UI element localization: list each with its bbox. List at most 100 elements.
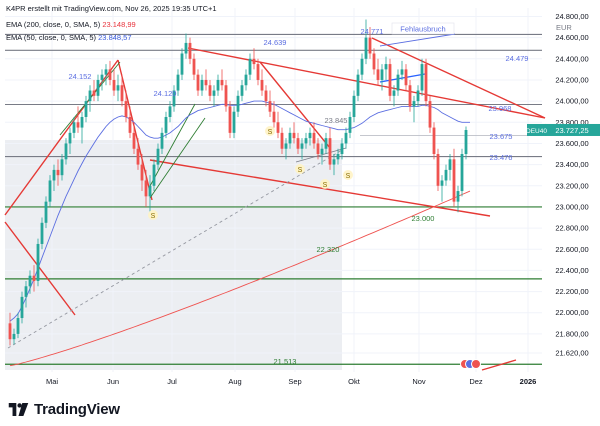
candle-body (248, 58, 252, 75)
candle-body (392, 90, 396, 96)
candle-body (336, 154, 340, 160)
y-tick-label: 22.400,00 (555, 266, 588, 275)
candle-body (48, 180, 52, 202)
candle-body (204, 79, 208, 86)
candle-body (320, 148, 324, 155)
candle-body (316, 143, 320, 155)
candle-body (224, 85, 228, 107)
candle-body (396, 74, 400, 91)
candle-body (404, 69, 408, 86)
y-tick-label: 21.800,00 (555, 329, 588, 338)
candle-body (360, 58, 364, 75)
candle-body (272, 111, 276, 123)
candle-body (116, 85, 120, 91)
y-axis[interactable]: EUR 24.800,00 24.600,00 24.400,00 24.200,00 2… (526, 12, 600, 357)
channel-line (149, 117, 206, 199)
candle-body (220, 79, 224, 86)
tradingview-brand[interactable]: TradingView (8, 399, 120, 419)
candle-body (56, 169, 60, 176)
candle-body (68, 132, 72, 144)
shaded-range (5, 140, 342, 370)
y-tick-label: 24.600,00 (555, 33, 588, 42)
candle-body (100, 74, 104, 80)
symbol-tag: DEU40 (526, 128, 547, 135)
s-marker: S (323, 182, 328, 189)
x-tick-label: Jun (107, 377, 119, 386)
candle-body (412, 101, 416, 107)
candle-body (444, 169, 448, 181)
candle-body (60, 159, 64, 176)
candle-body (148, 185, 152, 197)
horizontal-levels (5, 33, 542, 365)
y-tick-label: 24.000,00 (555, 97, 588, 106)
candle-body (364, 37, 368, 59)
author-text: K4PR erstellt mit TradingView.com, Nov 2… (6, 4, 217, 13)
brand-name: TradingView (34, 400, 120, 418)
candle-body (324, 138, 328, 149)
ema200-legend[interactable]: EMA (200, close, 0, SMA, 5) 23.148,99 (6, 20, 136, 29)
candle-body (280, 132, 284, 149)
trendline (481, 359, 517, 371)
candle-body (296, 138, 300, 149)
trendline (4, 221, 76, 316)
candle-body (244, 74, 248, 86)
level-label-0: 24.771 (361, 27, 384, 36)
candle-body (252, 58, 256, 65)
y-tick-label: 22.200,00 (555, 287, 588, 296)
candle-body (168, 106, 172, 117)
s-marker-bg (320, 179, 330, 189)
ema50-legend[interactable]: EMA (50, close, 0, SMA, 5) 23.848,57 (6, 33, 132, 42)
candle-body (132, 132, 136, 149)
candle-body (464, 130, 468, 155)
candle-body (20, 296, 24, 319)
y-tick-label: 23.000,00 (555, 202, 588, 211)
x-tick-label: Dez (469, 377, 483, 386)
candle-body (12, 333, 16, 340)
candle-body (344, 132, 348, 144)
candle-body (276, 122, 280, 133)
candle-body (256, 64, 260, 80)
x-tick-label: Jul (167, 377, 177, 386)
candle-body (96, 79, 100, 96)
candle-body (236, 95, 240, 112)
candle-body (196, 74, 200, 91)
candle-body (28, 275, 32, 287)
channel-line (149, 103, 196, 187)
candle-body (172, 90, 176, 107)
s-marker-bg (295, 164, 305, 174)
candle-body (32, 275, 36, 281)
candle-body (284, 143, 288, 149)
y-tick-label: 21.620,00 (555, 348, 588, 357)
candle-body (140, 164, 144, 181)
candle-body (128, 116, 132, 133)
candle-body (184, 42, 188, 54)
candle-body (44, 201, 48, 223)
candle-body (8, 323, 12, 340)
candle-body (460, 154, 464, 192)
candle-body (352, 95, 356, 117)
level-label-3: 24.152 (69, 72, 92, 81)
candle-body (448, 159, 452, 170)
fehlausbruch-pointer (379, 33, 456, 47)
candle-body (144, 180, 148, 197)
price-tag-bg (545, 123, 600, 136)
candle-body (180, 53, 184, 75)
y-tick-label: 22.800,00 (555, 224, 588, 233)
x-axis[interactable]: Mai Jun Jul Aug Sep Okt Nov Dez 2026 (46, 377, 536, 386)
s-marker: S (346, 173, 351, 180)
level-label-8: 23.476 (490, 153, 513, 162)
currency-label: EUR (556, 23, 572, 32)
candle-body (436, 154, 440, 186)
candle-body (92, 90, 96, 96)
candle-body (340, 143, 344, 155)
candle-body (240, 85, 244, 96)
candle-body (388, 64, 392, 96)
x-tick-label: Nov (412, 377, 426, 386)
candle-body (84, 101, 88, 117)
s-marker-bg (265, 126, 275, 136)
level-label-6: 23.845 (325, 116, 348, 125)
s-marker: S (151, 213, 156, 220)
annotations: 24.771 24.639 24.479 24.152 24.120 23.968 23.8… (69, 22, 528, 369)
candle-body (136, 148, 140, 165)
